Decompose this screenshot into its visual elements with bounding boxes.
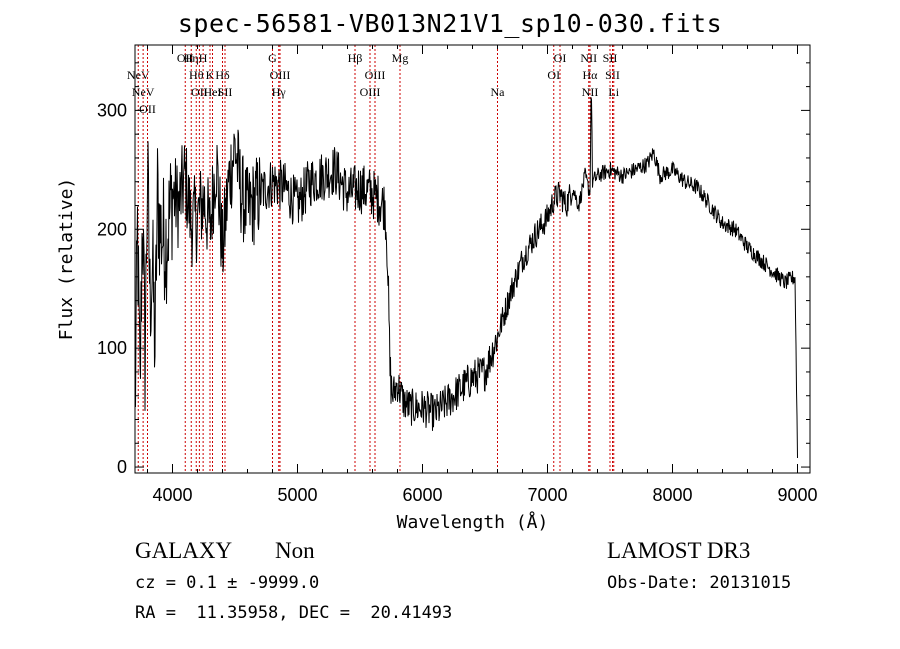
line-label: NeV [127,68,150,82]
line-label: HeI [204,85,222,99]
line-label: OII [177,51,194,65]
line-label: Hδ [215,68,230,82]
plot-frame [134,44,811,474]
x-tick-label: 5000 [277,485,317,505]
x-tick-label: 6000 [402,485,442,505]
line-label: Hβ [348,51,363,65]
line-label: Li [608,85,619,99]
x-tick-label: 4000 [152,485,192,505]
x-tick-label: 8000 [652,485,692,505]
line-label: OIII [365,68,386,82]
chart-title: spec-56581-VB013N21V1_sp10-030.fits [177,9,723,38]
line-label: NII [580,51,597,65]
line-label: OIII [270,68,291,82]
line-label: NeV [132,85,155,99]
y-axis-label: Flux (relative) [56,178,77,341]
line-label: SII [218,85,233,99]
line-label: SII [605,68,620,82]
line-label: G [268,51,277,65]
object-subclass: Non [275,538,315,563]
line-label: OI [547,68,560,82]
line-label: Mg [392,51,409,65]
y-tick-label: 200 [97,219,127,239]
x-tick-label: 9000 [777,485,817,505]
line-label: Hγ [272,85,287,99]
radec-text: RA = 11.35958, DEC = 20.41493 [135,603,453,623]
line-label: OII [191,85,208,99]
line-label: OII [139,102,156,116]
line-label: K [206,68,215,82]
line-label: OI [554,51,567,65]
flux-series-line [134,97,798,459]
object-class: GALAXY [135,538,233,563]
y-tick-label: 100 [97,338,127,358]
survey-name: LAMOST DR3 [607,538,751,563]
redshift-text: cz = 0.1 ± -9999.0 [135,573,320,593]
line-label: SII [603,51,618,65]
line-label: Na [491,85,506,99]
line-label: OIII [360,85,381,99]
y-tick-label: 0 [117,457,127,477]
obs-date-text: Obs-Date: 20131015 [607,573,792,593]
line-label: H [199,51,208,65]
line-label: Hη [184,51,199,65]
line-label: NII [582,85,599,99]
x-axis-label: Wavelength (Å) [397,511,549,533]
line-label: Hθ [189,68,204,82]
y-tick-label: 300 [97,100,127,120]
x-tick-label: 7000 [527,485,567,505]
